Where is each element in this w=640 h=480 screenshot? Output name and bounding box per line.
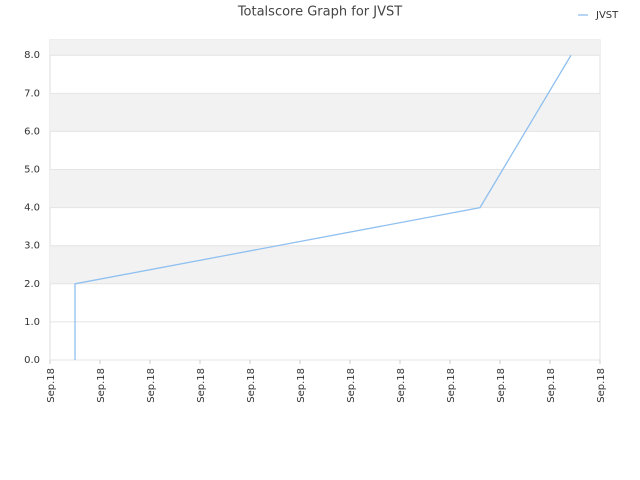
- y-tick-label: 4.0: [24, 203, 40, 214]
- grid-band: [50, 93, 600, 132]
- series-line: [74, 54, 572, 360]
- chart-title: Totalscore Graph for JVST: [237, 5, 402, 20]
- y-tick-label: 1.0: [24, 317, 40, 328]
- y-tick-label: 2.0: [24, 279, 40, 290]
- x-tick-label: Sep.18: [596, 368, 607, 403]
- x-tick-label: Sep.18: [146, 368, 157, 403]
- x-tick-label: Sep.18: [346, 368, 357, 403]
- x-tick-label: Sep.18: [46, 368, 57, 403]
- x-tick-label: Sep.18: [546, 368, 557, 403]
- y-tick-label: 5.0: [24, 165, 40, 176]
- x-tick-label: Sep.18: [96, 368, 107, 403]
- grid-band: [50, 169, 600, 208]
- x-tick-label: Sep.18: [296, 368, 307, 403]
- y-tick-label: 8.0: [24, 50, 40, 61]
- legend-label: JVST: [595, 10, 619, 21]
- x-tick-label: Sep.18: [396, 368, 407, 403]
- y-tick-label: 0.0: [24, 355, 40, 366]
- grid-band: [50, 245, 600, 284]
- y-tick-label: 6.0: [24, 126, 40, 137]
- x-tick-label: Sep.18: [496, 368, 507, 403]
- grid-band: [50, 40, 600, 56]
- x-tick-label: Sep.18: [246, 368, 257, 403]
- y-tick-label: 7.0: [24, 88, 40, 99]
- x-tick-label: Sep.18: [446, 368, 457, 403]
- x-tick-label: Sep.18: [196, 368, 207, 403]
- y-tick-label: 3.0: [24, 241, 40, 252]
